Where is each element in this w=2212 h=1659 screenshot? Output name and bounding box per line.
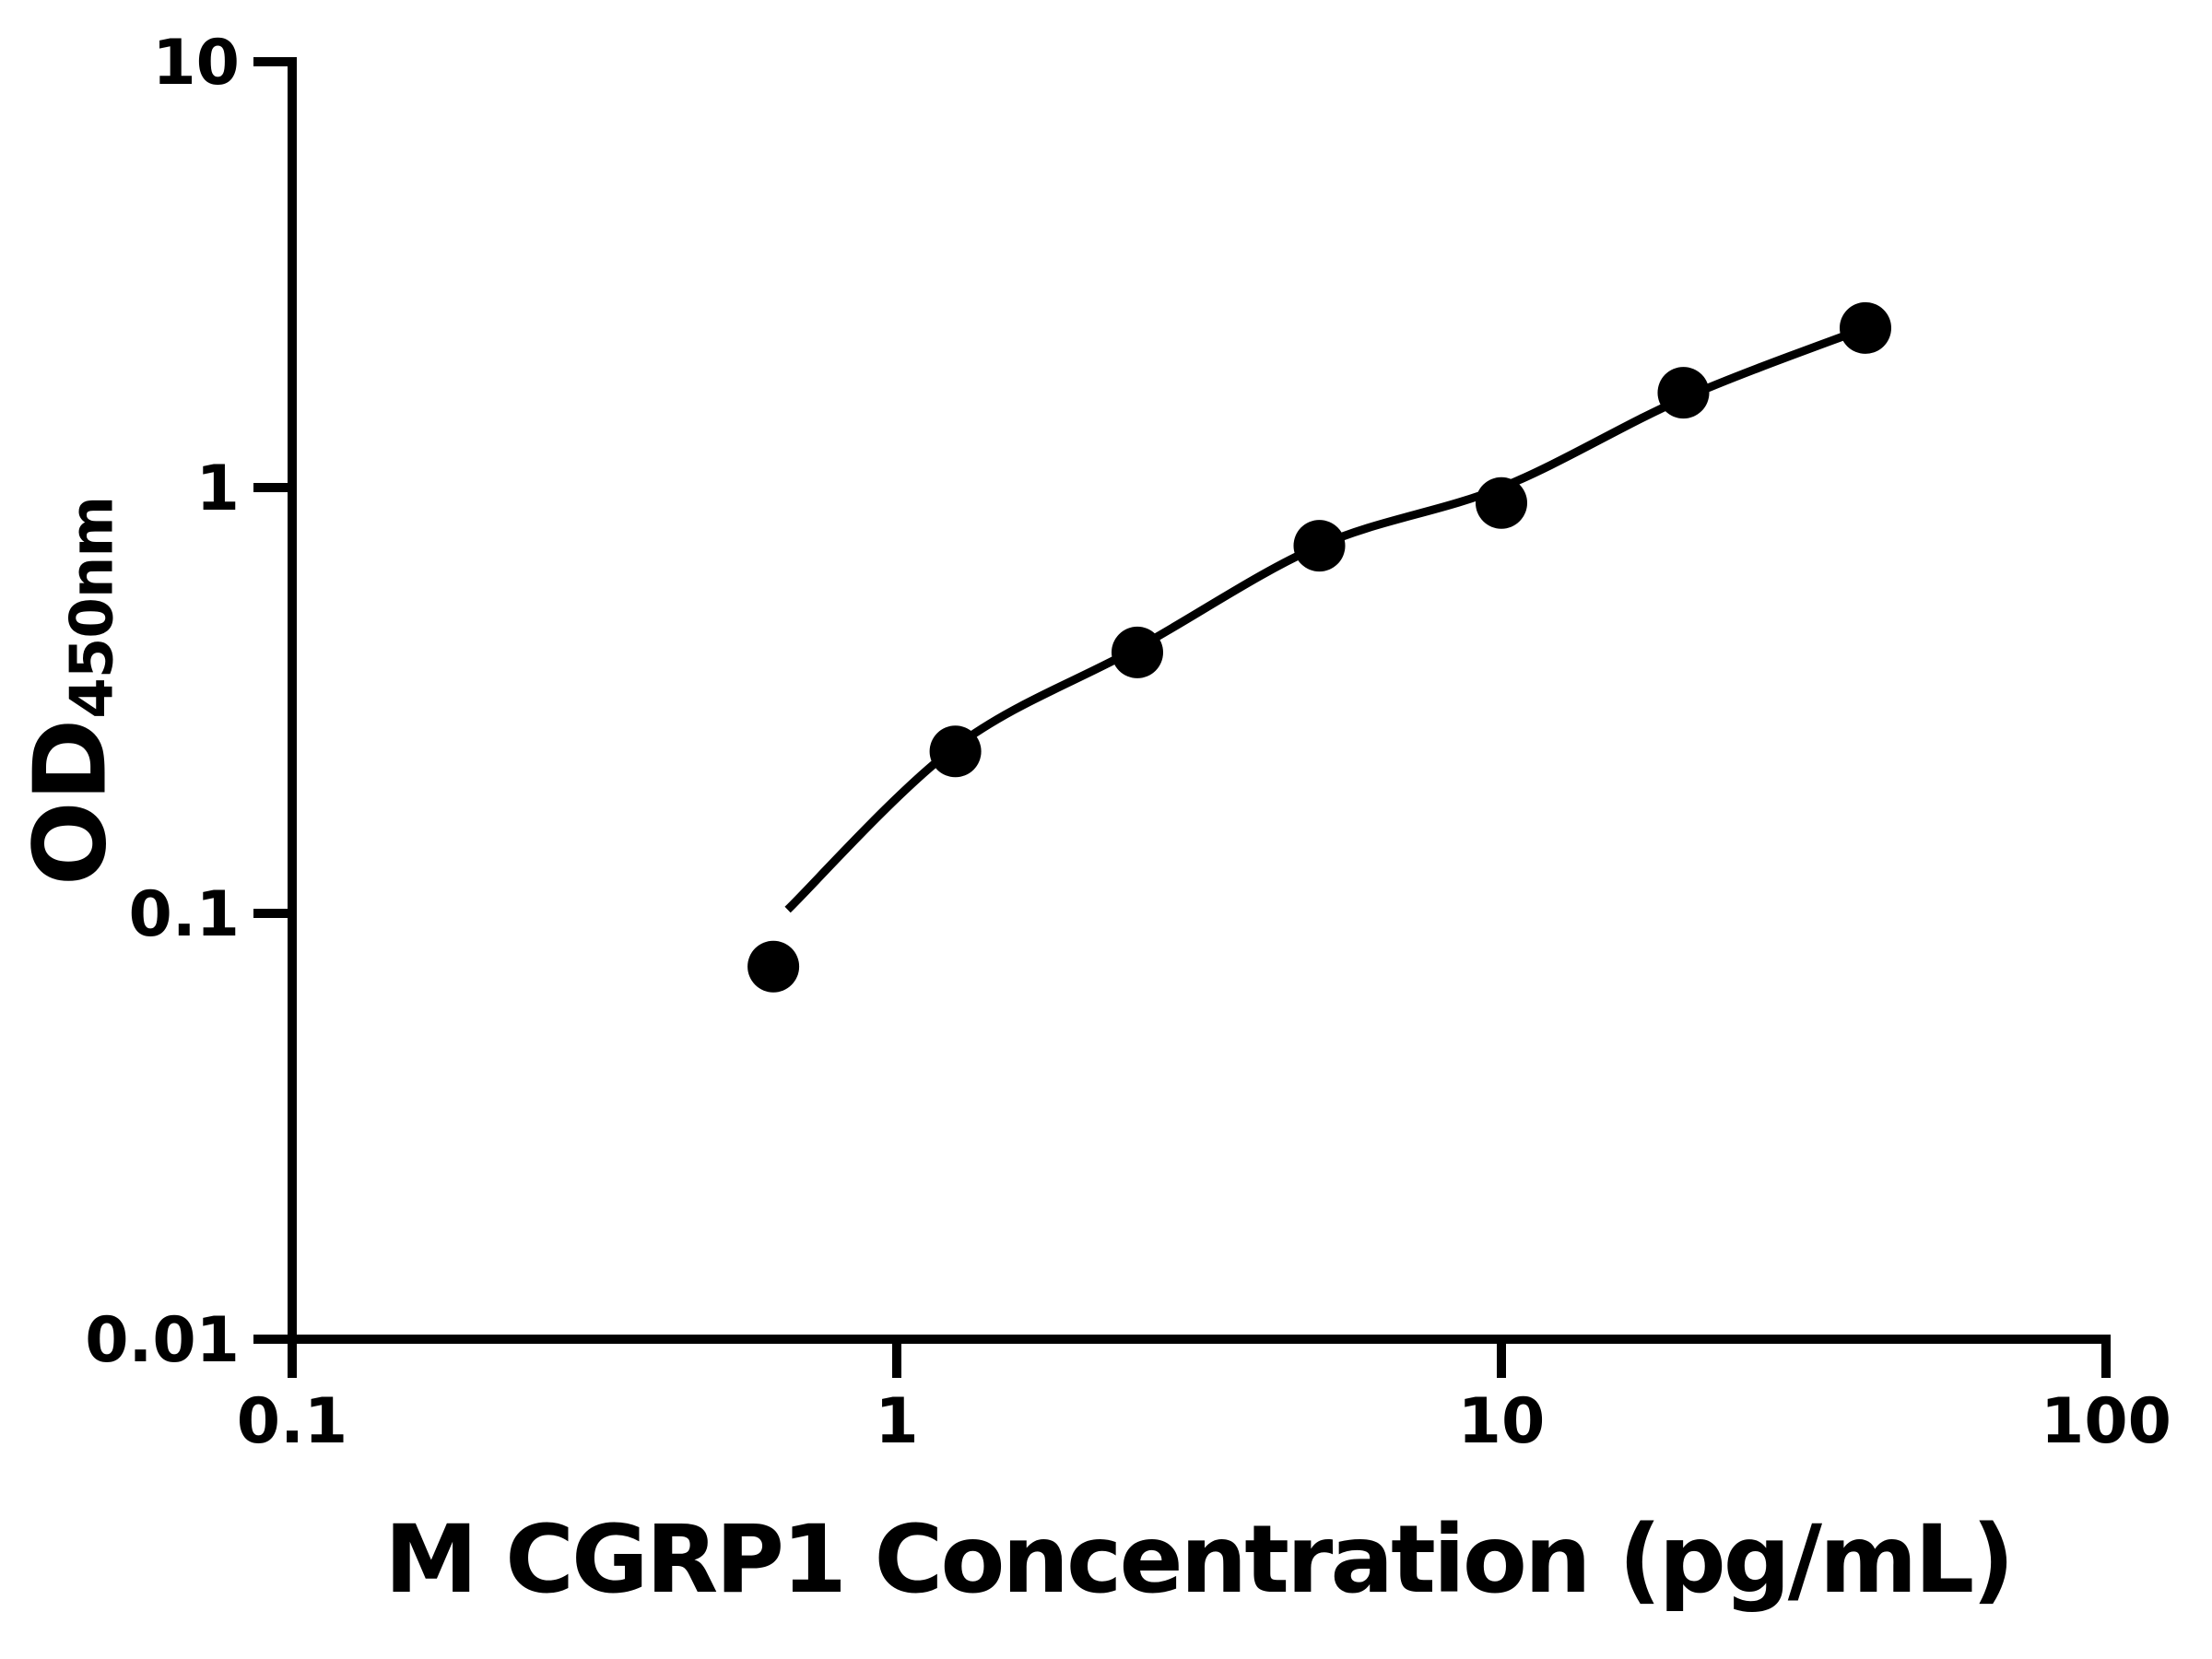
data-point bbox=[1112, 626, 1163, 678]
data-point bbox=[1657, 367, 1710, 419]
y-tick-label: 1 bbox=[196, 453, 240, 525]
y-axis-title-subscript: 450nm bbox=[58, 496, 127, 719]
fitted-curve-line bbox=[784, 324, 1867, 913]
data-point bbox=[1840, 301, 1891, 354]
y-tick-label: 0.1 bbox=[129, 878, 240, 951]
x-tick-label: 0.1 bbox=[237, 1385, 347, 1458]
data-point bbox=[1476, 477, 1527, 529]
y-tick-label: 10 bbox=[152, 27, 240, 100]
x-axis-title: M CGRP1 Concentration (pg/mL) bbox=[384, 1505, 2015, 1615]
data-point bbox=[929, 725, 982, 778]
x-tick-label: 100 bbox=[2041, 1385, 2171, 1458]
x-tick-label: 10 bbox=[1458, 1385, 1546, 1458]
data-point bbox=[747, 940, 800, 993]
data-point bbox=[1293, 520, 1346, 572]
y-tick-label: 0.01 bbox=[85, 1304, 240, 1377]
y-axis-title-main: OD bbox=[13, 718, 129, 887]
x-tick-label: 1 bbox=[875, 1385, 918, 1458]
y-axis-title: OD450nm bbox=[14, 497, 129, 886]
